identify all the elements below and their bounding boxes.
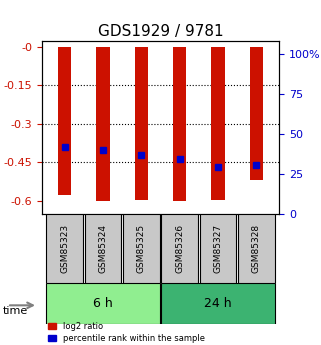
Bar [250,47,263,180]
FancyBboxPatch shape [200,214,236,283]
Bar [96,47,110,201]
FancyBboxPatch shape [161,214,198,283]
Text: GSM85325: GSM85325 [137,224,146,273]
Bar [58,47,71,195]
Legend: log2 ratio, percentile rank within the sample: log2 ratio, percentile rank within the s… [46,321,206,344]
Text: GSM85328: GSM85328 [252,224,261,273]
FancyBboxPatch shape [85,214,121,283]
FancyBboxPatch shape [46,283,160,324]
FancyBboxPatch shape [161,283,275,324]
Text: GSM85327: GSM85327 [213,224,222,273]
Text: GSM85326: GSM85326 [175,224,184,273]
Title: GDS1929 / 9781: GDS1929 / 9781 [98,24,223,39]
Bar [173,47,187,200]
Text: GSM85324: GSM85324 [99,224,108,273]
FancyBboxPatch shape [123,214,160,283]
Bar [211,47,225,200]
Text: time: time [3,306,29,315]
Text: 6 h: 6 h [93,297,113,310]
Text: 24 h: 24 h [204,297,232,310]
FancyBboxPatch shape [46,214,83,283]
FancyBboxPatch shape [238,214,275,283]
Text: GSM85323: GSM85323 [60,224,69,273]
Bar [134,47,148,200]
